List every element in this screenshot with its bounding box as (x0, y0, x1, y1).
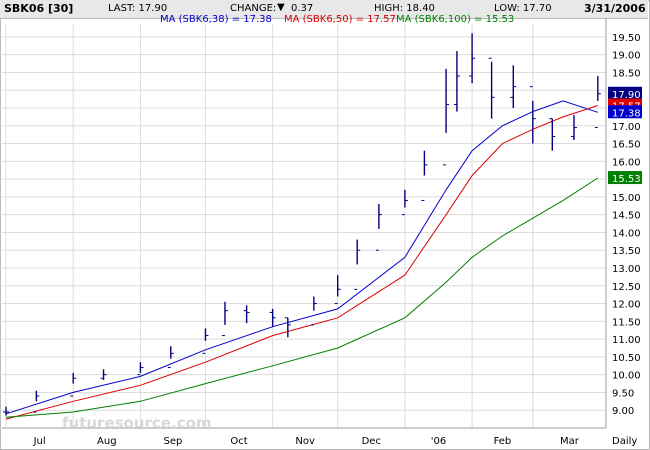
x-tick-label: Dec (362, 436, 381, 447)
ma-line-2 (5, 105, 598, 420)
legend-ma100: MA (SBK6,100) = 15.53 (396, 14, 515, 25)
x-tick-label: Feb (494, 436, 512, 447)
y-tick-label: 11.50 (612, 317, 641, 328)
date-label: 3/31/2006 (584, 2, 646, 15)
price-tag-box (608, 105, 642, 119)
y-tick-label: 18.50 (612, 68, 641, 79)
x-tick-label: Oct (230, 436, 247, 447)
change-label: CHANGE: (230, 3, 277, 14)
y-tick-label: 9.50 (612, 388, 634, 399)
watermark-text: futuresource.com (62, 414, 212, 432)
price-tag-label: 15.53 (612, 174, 641, 185)
x-tick-label: Sep (163, 436, 182, 447)
high-label: HIGH: 18.40 (374, 3, 435, 14)
y-tick-label: 19.00 (612, 51, 641, 62)
ma-line-1 (5, 100, 598, 415)
y-tick-label: 12.00 (612, 300, 641, 311)
last-price-label: LAST: 17.90 (108, 3, 168, 14)
legend-ma50: MA (SBK6,50) = 17.57 (284, 14, 396, 25)
x-tick-label: Jul (33, 436, 46, 447)
change-value: 0.37 (291, 3, 314, 14)
y-tick-label: 17.00 (612, 122, 641, 133)
x-tick-label: '06 (431, 436, 446, 447)
y-tick-label: 19.50 (612, 33, 641, 44)
x-tick-label: Aug (97, 436, 117, 447)
price-tag-box (608, 171, 642, 185)
chart-header: SBK06 [30] LAST: 17.90 CHANGE: ▼ 0.37 HI… (0, 0, 648, 19)
y-tick-label: 14.50 (612, 211, 641, 222)
symbol-label: SBK06 [30] (4, 2, 74, 15)
down-arrow-icon: ▼ (277, 2, 285, 13)
y-tick-label: 13.00 (612, 264, 641, 275)
x-tick-label: Mar (560, 436, 580, 447)
y-tick-label: 16.50 (612, 140, 641, 151)
x-tick-label: Nov (295, 436, 315, 447)
y-tick-label: 12.50 (612, 282, 641, 293)
y-tick-label: 13.50 (612, 246, 641, 257)
y-tick-label: 11.00 (612, 335, 641, 346)
price-tag-label: 17.38 (612, 108, 641, 119)
ma-line-3 (5, 177, 599, 418)
legend-ma38: MA (SBK6,38) = 17.38 (160, 14, 272, 25)
price-tag-label: 17.90 (612, 90, 641, 101)
y-tick-label: 10.00 (612, 371, 641, 382)
price-tag-box (608, 86, 642, 100)
y-tick-label: 15.00 (612, 193, 641, 204)
x-tick-label: Daily (612, 436, 637, 447)
y-tick-label: 10.50 (612, 353, 641, 364)
y-tick-label: 14.00 (612, 228, 641, 239)
y-tick-label: 9.00 (612, 406, 634, 417)
y-tick-label: 16.00 (612, 157, 641, 168)
low-label: LOW: 17.70 (494, 3, 552, 14)
